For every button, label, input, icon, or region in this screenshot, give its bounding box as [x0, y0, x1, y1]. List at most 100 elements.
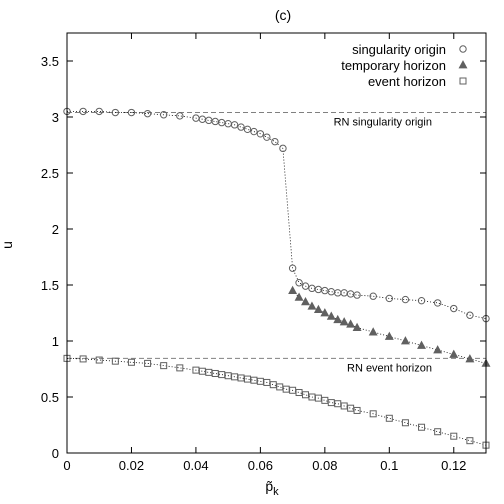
y-tick-label-2: 0.5 [41, 390, 59, 405]
series-1-point-24 [295, 279, 303, 287]
series-3-point-39 [434, 428, 442, 436]
series-2-point-17 [449, 349, 459, 358]
series-1-point-25 [301, 282, 310, 290]
y-tick-label-8: 3.5 [41, 54, 59, 69]
plot-frame [66, 32, 487, 454]
legend-label-1: singularity origin [352, 42, 446, 57]
series-1-point-33 [353, 291, 361, 299]
series-1-point-39 [450, 304, 458, 313]
series-2-point-16 [433, 345, 443, 354]
series-markers [63, 107, 491, 449]
series-1-point-37 [417, 296, 426, 305]
series-3-point-25 [295, 389, 303, 397]
series-2-point-5 [313, 304, 323, 314]
series-3-point-40 [450, 432, 458, 440]
series-2-point-14 [400, 336, 410, 345]
series-1-point-21 [271, 137, 279, 146]
series-1-point-12 [211, 117, 219, 126]
y-tick-label-7: 3 [52, 110, 59, 125]
series-2-point-3 [301, 296, 310, 306]
series-1-point-28 [321, 286, 329, 295]
y-tick-label-6: 2.5 [41, 166, 59, 181]
series-3-point-8 [176, 364, 184, 372]
reference-line-label-2: RN event horizon [347, 362, 432, 374]
series-1-point-8 [176, 112, 184, 120]
series-1-point-20 [263, 133, 271, 141]
series-1-point-35 [385, 294, 394, 303]
series-1-point-7 [159, 111, 168, 119]
series-3-point-34 [353, 406, 361, 414]
series-3-point-35 [369, 410, 377, 418]
series-1-point-11 [205, 116, 213, 125]
series-2-point-11 [352, 322, 362, 331]
y-tick-label-5: 2 [52, 222, 59, 237]
series-1-point-34 [369, 292, 377, 300]
y-tick-label-3: 1 [52, 334, 59, 349]
x-tick-label-1: 0 [63, 458, 70, 473]
series-1-point-17 [243, 125, 252, 134]
series-2-point-9 [339, 317, 349, 326]
series-3-point-7 [160, 362, 168, 370]
series-1-curve [67, 111, 487, 319]
x-tick-label-4: 0.06 [248, 458, 273, 473]
x-tick-label-2: 0.02 [119, 458, 144, 473]
legend-label-3: event horizon [368, 74, 446, 89]
y-tick-label-1: 0 [52, 446, 59, 461]
series-2-point-7 [326, 311, 336, 320]
x-tick-label-7: 0.12 [441, 458, 466, 473]
series-3-point-30 [327, 399, 335, 407]
series-1-point-15 [230, 121, 239, 129]
series-1-point-2 [79, 107, 87, 116]
series-1-point-6 [143, 109, 152, 118]
x-axis-title-main: p̃ [265, 478, 273, 494]
series-1-point-3 [95, 107, 103, 116]
series-2-point-6 [320, 308, 330, 317]
series-1-point-23 [288, 264, 297, 272]
y-tick-label-4: 1.5 [41, 278, 59, 293]
series-1-point-5 [127, 108, 136, 117]
series-2-point-15 [417, 340, 427, 349]
series-2-point-1 [288, 285, 298, 295]
series-1-point-16 [237, 123, 245, 131]
series-3-point-38 [418, 423, 426, 431]
series-3-point-41 [466, 437, 474, 445]
series-3-point-22 [276, 383, 284, 391]
series-3-point-21 [269, 381, 277, 389]
x-tick-label-6: 0.1 [380, 458, 398, 473]
series-1-point-14 [224, 120, 232, 128]
series-2-point-12 [368, 327, 378, 336]
series-1-point-32 [346, 290, 355, 298]
series-2-point-18 [465, 354, 475, 363]
series-2-point-13 [384, 331, 394, 340]
legend-label-2: temporary horizon [341, 58, 446, 73]
series-1-point-22 [279, 144, 287, 153]
series-1-point-36 [401, 295, 410, 304]
series-3-point-29 [321, 396, 329, 404]
series-2-point-8 [333, 314, 343, 324]
series-2-point-4 [307, 301, 317, 310]
series-3-point-36 [385, 414, 393, 422]
series-3-point-6 [144, 359, 152, 367]
series-3-point-37 [401, 419, 409, 427]
series-3-point-4 [111, 357, 119, 365]
x-tick-label-3: 0.04 [183, 458, 208, 473]
series-2-point-10 [346, 319, 356, 328]
series-1-point-38 [433, 299, 442, 307]
series-3-point-26 [302, 391, 310, 399]
series-3-point-3 [95, 356, 103, 364]
series-3-point-5 [127, 358, 135, 366]
chart-title: (c) [275, 7, 291, 23]
series-curves [66, 111, 487, 446]
y-axis-title: u [0, 241, 15, 249]
legend-marker-1 [459, 45, 467, 53]
series-1-point-40 [466, 311, 474, 319]
x-tick-label-5: 0.08 [312, 458, 337, 473]
series-3-point-33 [347, 404, 355, 412]
axis-ticks: 0 0.02 0.04 0.06 0.08 0.1 0.12 0 0.5 1 1.5 2 2.5 3 3.5 [41, 33, 486, 473]
legend-marker-3 [459, 77, 467, 85]
series-1-point-4 [111, 108, 120, 117]
series-1-point-18 [250, 127, 258, 136]
x-axis-title-subscript: k [273, 486, 279, 498]
